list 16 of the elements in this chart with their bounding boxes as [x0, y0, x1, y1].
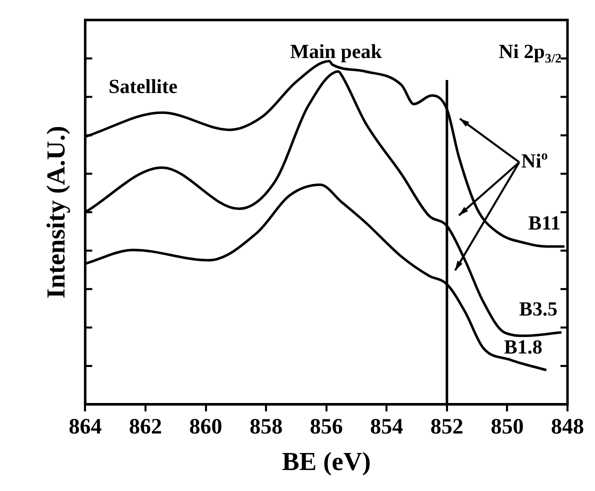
annotation: Satellite [108, 76, 178, 98]
x-tick-label: 850 [490, 413, 524, 438]
x-tick-label: 848 [551, 413, 584, 438]
x-axis-title: BE (eV) [282, 447, 371, 476]
x-tick-label: 856 [310, 413, 343, 438]
x-tick-label: 858 [250, 413, 283, 438]
x-tick-label: 860 [189, 413, 222, 438]
x-tick-label: 862 [128, 413, 162, 438]
legend-label: B3.5 [519, 298, 558, 320]
x-tick-label: 854 [370, 413, 404, 438]
series-label: B1.8 [504, 336, 542, 358]
legend-label: B11 [528, 212, 560, 235]
annotation: Main peak [290, 41, 383, 64]
x-tick-label: 852 [430, 413, 464, 438]
x-tick-label: 864 [68, 413, 102, 438]
y-axis-title: Intensity (A.U.) [41, 126, 70, 299]
